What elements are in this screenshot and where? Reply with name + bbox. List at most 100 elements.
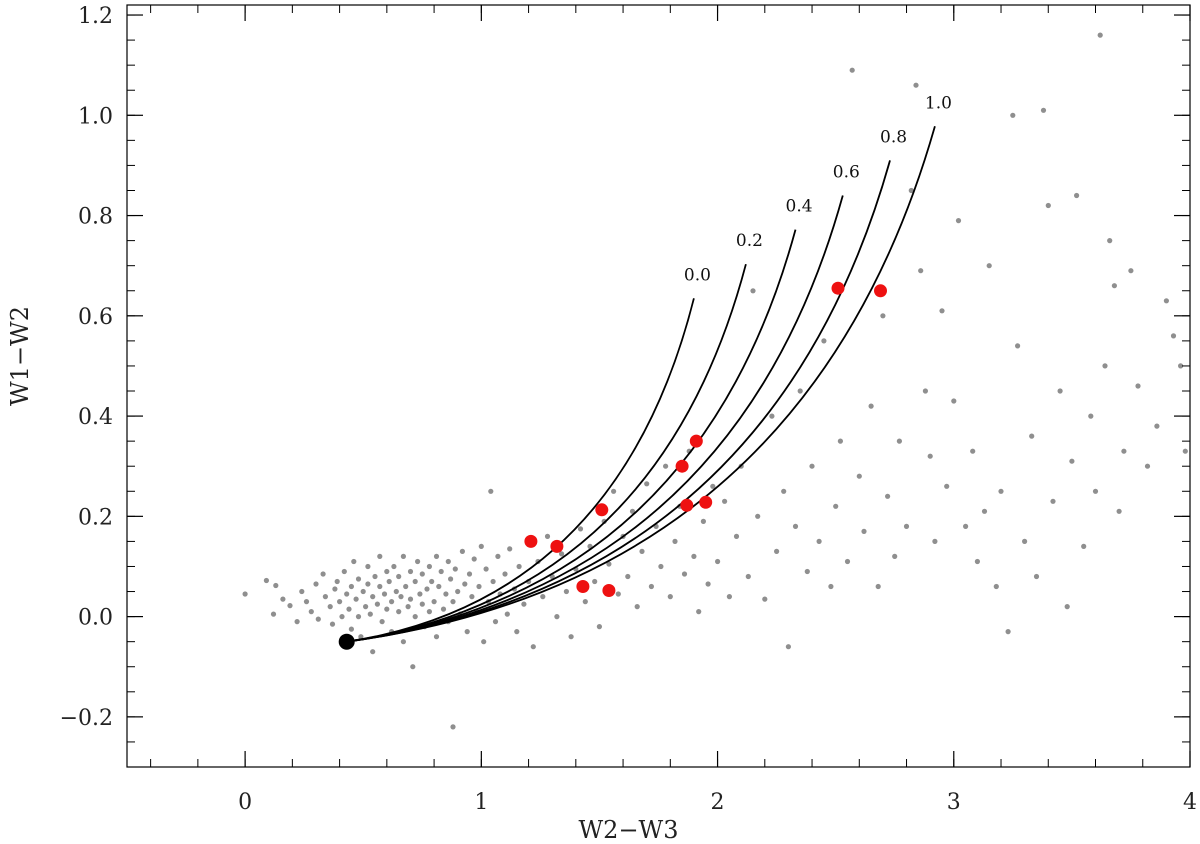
background-point: [681, 571, 688, 577]
background-point: [476, 583, 482, 590]
background-point: [433, 553, 440, 560]
model-curve: [346, 126, 936, 643]
background-point: [745, 573, 751, 580]
background-point: [490, 578, 496, 585]
background-point: [355, 614, 362, 620]
background-point: [436, 583, 442, 590]
background-point: [339, 614, 345, 620]
highlight-point: [675, 459, 689, 473]
background-point: [615, 591, 621, 597]
background-point: [410, 664, 416, 670]
background-point: [769, 413, 775, 419]
background-point: [389, 599, 395, 605]
background-point: [507, 546, 513, 552]
background-point: [450, 724, 456, 730]
background-point: [544, 533, 551, 540]
background-point: [431, 599, 437, 605]
background-point: [396, 609, 402, 615]
background-point: [1107, 238, 1113, 244]
y-tick-label: 0.2: [78, 505, 113, 530]
background-point: [1069, 458, 1075, 464]
background-point: [351, 558, 357, 565]
background-point: [577, 526, 584, 532]
background-point: [1022, 538, 1028, 545]
background-point: [481, 639, 487, 645]
background-point: [837, 438, 844, 444]
background-point: [400, 553, 406, 560]
background-point: [644, 481, 650, 487]
background-point: [1182, 448, 1188, 454]
background-point: [892, 553, 898, 560]
background-point: [750, 288, 756, 294]
background-point: [448, 576, 454, 582]
background-point: [391, 563, 397, 570]
model-curve: [346, 263, 747, 643]
background-point: [903, 523, 910, 530]
y-tick-label: 0.4: [78, 405, 113, 430]
background-point: [530, 644, 536, 650]
highlight-points-layer: [338, 281, 887, 650]
background-point: [1163, 298, 1169, 304]
background-point: [663, 463, 669, 469]
background-point: [405, 604, 411, 610]
background-point: [1102, 363, 1108, 369]
background-point: [568, 634, 574, 640]
background-point: [433, 634, 440, 640]
plot-frame: [126, 4, 1191, 768]
x-tick-label: 3: [947, 790, 961, 815]
background-point: [384, 568, 390, 575]
background-point: [417, 591, 423, 597]
background-point: [691, 553, 697, 560]
background-point: [710, 483, 716, 489]
background-point: [358, 634, 364, 640]
curve-label: 0.0: [684, 265, 711, 285]
background-point: [360, 588, 366, 595]
background-point: [809, 463, 815, 469]
background-point: [849, 67, 855, 73]
background-point: [348, 626, 354, 632]
highlight-point: [680, 498, 694, 512]
background-point: [856, 473, 862, 479]
background-point: [341, 568, 347, 575]
background-point: [426, 609, 432, 615]
model-curve: [346, 229, 797, 643]
background-point: [242, 591, 248, 597]
background-point: [715, 558, 721, 565]
labels-layer: 0.0 0.2 0.4 0.6 0.8 1.0 0 1 2 3 4 −0.2 0.0 0.2 0.4 0.6 0…: [6, 4, 1197, 844]
background-point: [1154, 423, 1160, 429]
background-point: [1170, 333, 1177, 339]
background-point: [280, 596, 286, 602]
background-point: [606, 561, 612, 567]
background-point: [896, 438, 903, 444]
background-point: [322, 594, 328, 600]
background-point: [514, 629, 520, 635]
y-axis-title: W1−W2: [6, 306, 34, 406]
background-point: [927, 453, 933, 459]
background-point: [495, 553, 501, 560]
background-point: [554, 614, 560, 620]
curve-label: 0.6: [833, 163, 860, 183]
y-tick-label: −0.2: [60, 706, 113, 731]
background-point: [733, 533, 740, 540]
background-point: [377, 583, 383, 590]
background-point: [445, 558, 451, 565]
background-point: [1050, 498, 1056, 504]
highlight-point: [576, 580, 590, 593]
background-point: [492, 619, 499, 625]
background-point: [861, 528, 867, 535]
background-point: [443, 591, 449, 597]
background-point: [755, 513, 761, 519]
background-point: [400, 639, 406, 645]
model-curve: [346, 298, 695, 643]
x-tick-label: 0: [238, 790, 252, 815]
background-point: [370, 649, 376, 655]
background-point: [315, 616, 321, 622]
background-point: [466, 571, 473, 577]
background-point: [483, 566, 489, 572]
background-points-layer: [242, 32, 1188, 730]
background-point: [1015, 343, 1021, 349]
background-point: [450, 599, 456, 605]
background-point: [932, 538, 938, 545]
